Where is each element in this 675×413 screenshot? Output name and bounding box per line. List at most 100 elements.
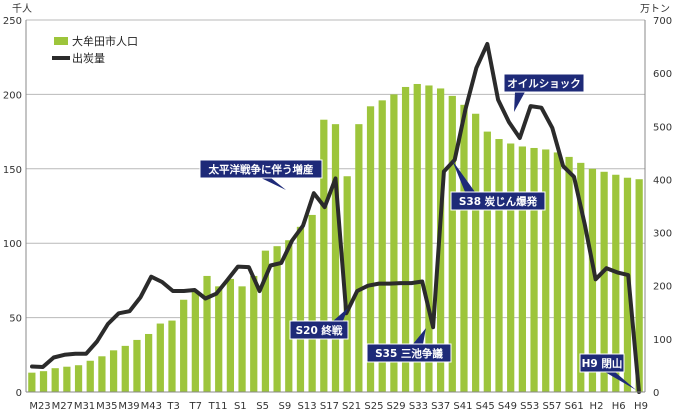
x-tick-label: S53: [520, 401, 539, 412]
annotation-callout: H9 閉山: [579, 353, 636, 390]
annotation-pointer: [333, 308, 348, 321]
population-bar: [507, 143, 515, 392]
x-tick-label: M35: [96, 401, 117, 412]
annotation-callout: S35 三池争議: [366, 328, 452, 363]
population-bar: [448, 95, 456, 392]
axes: 0 50 100 150 200 250 0 100 200 300 400 500 600 700 M23…: [3, 16, 672, 412]
population-bar: [156, 323, 164, 392]
annotation-pointer: [413, 328, 426, 344]
x-tick-label: T11: [208, 401, 228, 412]
x-tick-label: T3: [166, 401, 179, 412]
annotation-callout: 太平洋戦争に伴う増産: [199, 159, 323, 190]
x-tick-label: H6: [612, 401, 626, 412]
x-tick-label: S13: [298, 401, 317, 412]
x-tick-label: M23: [29, 401, 50, 412]
right-axis-unit: 万トン: [640, 4, 670, 15]
left-tick-label: 250: [3, 16, 22, 27]
x-tick-label: S9: [279, 401, 292, 412]
x-tick-label: S45: [476, 401, 495, 412]
annotation-text: 太平洋戦争に伴う増産: [208, 163, 314, 176]
population-bar: [133, 339, 141, 392]
population-bar: [378, 100, 386, 392]
x-tick-label: H2: [590, 401, 604, 412]
x-tick-label: S1: [234, 401, 247, 412]
x-tick-label: S17: [320, 401, 339, 412]
population-bar: [285, 240, 293, 392]
annotations: 太平洋戦争に伴う増産 S20 終戦 S35 三池争議 S38 炭じん爆発 オイルショック…: [199, 73, 636, 390]
right-tick-label: 500: [653, 122, 672, 133]
population-bar: [180, 299, 188, 392]
annotation-box: [503, 73, 585, 93]
x-tick-label: M31: [74, 401, 95, 412]
population-bar: [308, 214, 316, 392]
population-bar: [355, 124, 363, 392]
x-tick-label: S49: [498, 401, 517, 412]
population-bar: [320, 119, 328, 392]
legend: 大牟田市人口 出炭量: [52, 34, 138, 65]
coal-output-series-line: [30, 41, 641, 394]
population-bar: [565, 156, 573, 392]
population-bar: [296, 226, 305, 392]
annotation-text: オイルショック: [507, 78, 581, 90]
right-tick-label: 100: [653, 335, 672, 346]
population-bar: [273, 246, 281, 392]
left-axis-unit: 千人: [12, 3, 32, 15]
population-bar: [109, 350, 118, 392]
right-tick-label: 0: [653, 388, 659, 399]
population-bar: [483, 131, 491, 392]
population-bar: [74, 365, 83, 392]
population-bar: [390, 94, 398, 393]
population-bar: [238, 286, 246, 392]
population-bar: [39, 371, 48, 392]
population-bar: [425, 85, 433, 392]
x-tick-label: T7: [189, 401, 202, 412]
x-tick-label: S21: [342, 401, 361, 412]
left-tick-label: 0: [16, 388, 22, 399]
population-bar: [460, 104, 468, 392]
left-tick-label: 200: [3, 90, 22, 101]
x-tick-label: S37: [431, 401, 450, 412]
population-bar: [215, 286, 223, 392]
population-bar: [191, 290, 199, 392]
left-tick-label: 150: [3, 165, 22, 176]
population-bar: [577, 162, 585, 392]
population-bar: [588, 168, 597, 392]
population-bar: [518, 146, 526, 392]
population-bar: [600, 171, 608, 392]
annotation-text: S35 三池争議: [375, 347, 443, 360]
population-bar: [553, 152, 562, 392]
right-tick-label: 300: [653, 229, 672, 240]
x-tick-label: S33: [409, 401, 428, 412]
x-tick-label: S5: [256, 401, 269, 412]
right-tick-label: 700: [653, 16, 672, 27]
x-tick-label: S25: [364, 401, 383, 412]
right-tick-label: 200: [653, 282, 672, 293]
left-tick-label: 50: [9, 314, 22, 325]
annotation-callout: オイルショック: [503, 73, 585, 112]
annotation-box: [199, 159, 323, 179]
annotation-pointer: [261, 178, 286, 190]
population-bar: [63, 366, 71, 392]
population-bar: [145, 333, 153, 392]
population-bar: [413, 83, 421, 392]
population-bar: [226, 278, 235, 392]
population-bar: [250, 275, 258, 392]
left-tick-label: 100: [3, 239, 22, 250]
x-tick-label: M43: [141, 401, 162, 412]
x-tick-label: S41: [453, 401, 472, 412]
population-bar: [530, 147, 538, 392]
right-tick-label: 600: [653, 69, 672, 80]
annotation-callout: S20 終戦: [289, 308, 349, 340]
annotation-callout: S38 炭じん爆発: [450, 160, 546, 211]
annotation-box: [366, 343, 452, 363]
legend-label-coal: 出炭量: [72, 51, 105, 65]
population-bar: [261, 250, 270, 392]
annotation-text: H9 閉山: [582, 357, 623, 370]
population-bar: [343, 176, 351, 392]
legend-label-population: 大牟田市人口: [72, 34, 138, 48]
annotation-box: [579, 353, 625, 373]
annotation-box: [289, 320, 349, 340]
population-bar: [86, 360, 94, 392]
population-bar: [401, 86, 410, 393]
